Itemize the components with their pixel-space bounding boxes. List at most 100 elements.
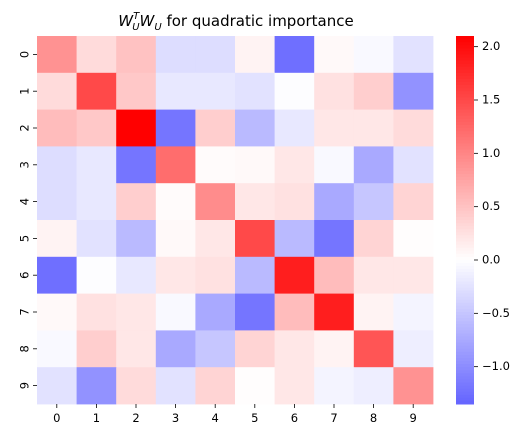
x-tick-label: 6 xyxy=(291,411,298,425)
y-axis-ticks: 0 1 2 3 4 5 6 7 8 9 xyxy=(18,51,37,389)
colorbar-segment xyxy=(456,149,474,154)
colorbar-segment xyxy=(456,293,474,298)
colorbar-segment xyxy=(456,39,474,43)
colorbar-segment xyxy=(456,262,474,267)
heatmap-cell xyxy=(314,146,355,184)
heatmap-cell xyxy=(235,330,275,368)
colorbar-segment xyxy=(456,103,474,108)
colorbar-segment xyxy=(456,204,474,209)
heatmap-cell xyxy=(37,183,77,221)
heatmap-cell xyxy=(76,220,117,258)
heatmap-cell xyxy=(37,146,77,184)
colorbar-segment xyxy=(456,72,474,77)
colorbar-segment xyxy=(456,324,474,328)
colorbar-segment xyxy=(456,232,474,236)
heatmap-cell xyxy=(393,183,434,221)
colorbar-tick-label: 0.5 xyxy=(482,199,500,213)
colorbar-segment xyxy=(456,118,474,123)
heatmap-cell xyxy=(116,109,157,147)
heatmap-cell xyxy=(393,256,434,294)
heatmap-cell xyxy=(353,109,394,147)
heatmap-cell xyxy=(116,367,157,405)
y-tick-label: 9 xyxy=(18,382,32,389)
heatmap-cell xyxy=(274,256,315,294)
colorbar-segment xyxy=(456,266,474,270)
heatmap-cell xyxy=(274,72,315,110)
colorbar-tick-label: 0.0 xyxy=(482,253,500,267)
colorbar-segment xyxy=(456,330,474,334)
heatmap-cell xyxy=(235,72,275,110)
x-tick-label: 3 xyxy=(172,411,179,425)
colorbar-segment xyxy=(456,60,474,65)
colorbar-tick-label: 2.0 xyxy=(482,39,500,53)
colorbar-segment xyxy=(456,247,474,252)
heatmap-cell xyxy=(116,72,157,110)
x-tick-label: 7 xyxy=(330,411,337,425)
colorbar-segment xyxy=(456,376,474,380)
colorbar-segment xyxy=(456,97,474,101)
heatmap-cell xyxy=(195,367,236,405)
colorbar-segment xyxy=(456,186,474,190)
heatmap-cell xyxy=(195,183,236,221)
heatmap-cell xyxy=(393,330,434,368)
colorbar-segment xyxy=(456,158,474,163)
heatmap-cell xyxy=(274,146,315,184)
heatmap-cell xyxy=(314,109,355,147)
heatmap-cell xyxy=(353,330,394,368)
heatmap-cell xyxy=(393,109,434,147)
colorbar-segment xyxy=(456,48,474,52)
colorbar-segment xyxy=(456,42,474,46)
heatmap-cell xyxy=(76,293,117,331)
colorbar-segment xyxy=(456,195,474,200)
colorbar-segment xyxy=(456,134,474,138)
colorbar-segment xyxy=(456,54,474,58)
chart-title: WT UWU for quadratic importance xyxy=(118,11,353,33)
title-sub2: U xyxy=(154,22,162,33)
heatmap-cell xyxy=(155,146,196,184)
colorbar-segment xyxy=(456,364,474,368)
colorbar-segment xyxy=(456,348,474,353)
colorbar-segment xyxy=(456,207,474,212)
colorbar-segment xyxy=(456,109,474,114)
colorbar-segment xyxy=(456,78,474,83)
colorbar-segment xyxy=(456,167,474,172)
x-tick-label: 5 xyxy=(251,411,258,425)
heatmap-cell xyxy=(37,293,77,331)
heatmap-cell xyxy=(393,220,434,258)
x-tick-label: 2 xyxy=(132,411,139,425)
heatmap-cell xyxy=(274,220,315,258)
heatmap-cell xyxy=(195,293,236,331)
heatmap-cell xyxy=(195,256,236,294)
colorbar-segment xyxy=(456,216,474,221)
colorbar-segment xyxy=(456,345,474,350)
colorbar-segment xyxy=(456,391,474,396)
heatmap-cell xyxy=(116,330,157,368)
y-tick-label: 2 xyxy=(18,124,32,131)
colorbar-segment xyxy=(456,115,474,120)
colorbar-segment xyxy=(456,161,474,166)
colorbar-segment xyxy=(456,143,474,147)
heatmap-cell xyxy=(314,330,355,368)
title-sub: U xyxy=(132,22,140,33)
colorbar-segment xyxy=(456,112,474,117)
colorbar-segment xyxy=(456,189,474,193)
colorbar-segment xyxy=(456,358,474,362)
colorbar-segment xyxy=(456,121,474,126)
heatmap-cell xyxy=(274,36,315,74)
heatmap-cell xyxy=(155,330,196,368)
x-tick-label: 8 xyxy=(370,411,377,425)
heatmap-cell xyxy=(37,330,77,368)
x-tick-label: 9 xyxy=(410,411,417,425)
heatmap-cell xyxy=(393,36,434,74)
heatmap-cell xyxy=(116,256,157,294)
heatmap-cell xyxy=(155,220,196,258)
heatmap-cell xyxy=(155,183,196,221)
heatmap-cell xyxy=(37,36,77,74)
colorbar-segment xyxy=(456,174,474,178)
colorbar: 2.0 1.5 1.0 0.5 0.0 −0.5 −1.0 xyxy=(456,36,510,405)
heatmap-cell xyxy=(235,256,275,294)
heatmap-cell xyxy=(235,183,275,221)
heatmap-cell xyxy=(235,367,275,405)
colorbar-segment xyxy=(456,250,474,255)
colorbar-segment xyxy=(456,180,474,184)
